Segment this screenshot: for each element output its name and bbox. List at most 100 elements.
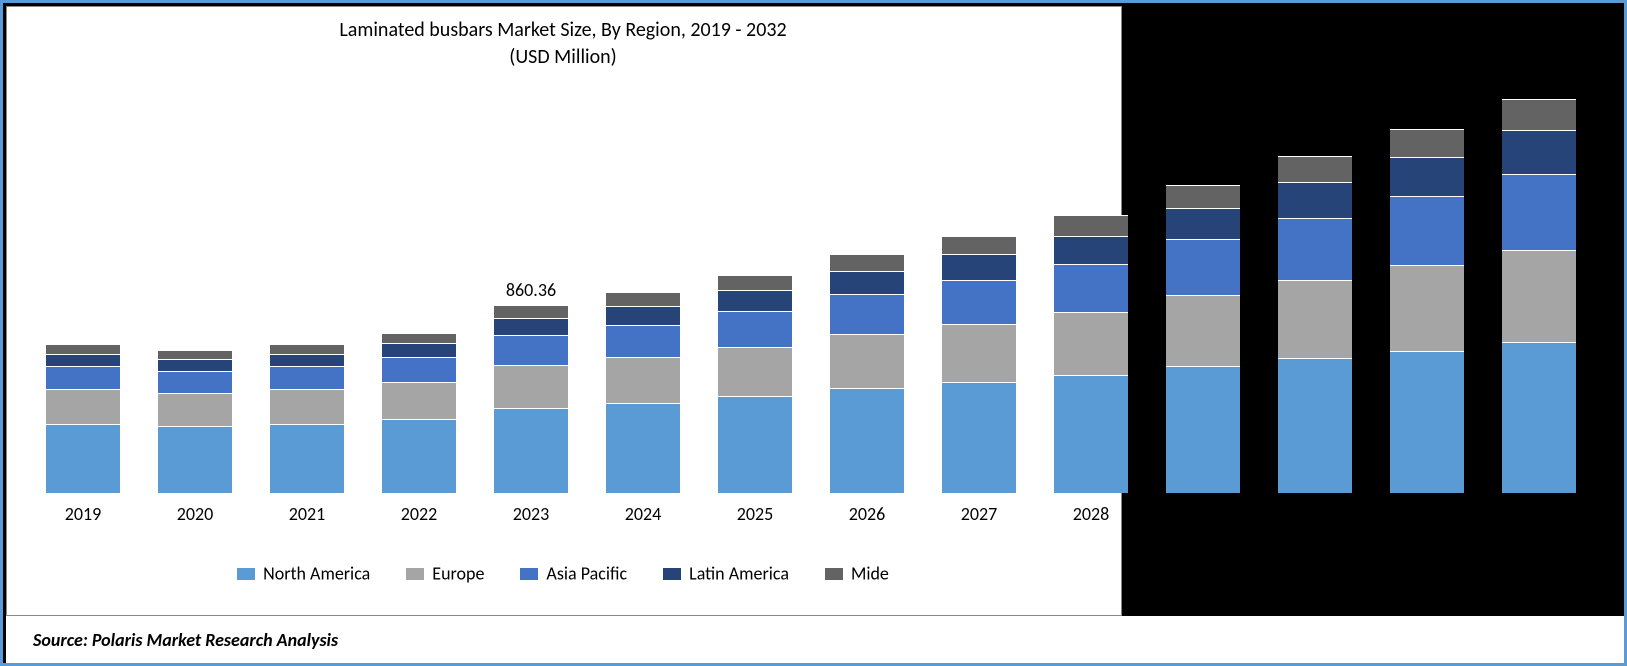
bar-segment: [718, 347, 792, 397]
bar-segment: [1502, 174, 1576, 250]
bar-segment: [1166, 208, 1240, 240]
bar-segment: [270, 424, 344, 493]
bar-segment: [382, 419, 456, 493]
source-citation: Source: Polaris Market Research Analysis: [33, 629, 338, 651]
bar-segment: [718, 290, 792, 311]
bar-segment: [1390, 265, 1464, 350]
bar-segment: [1390, 351, 1464, 493]
x-axis-label: 2019: [28, 503, 138, 525]
legend-item: Mide: [825, 561, 889, 585]
bar-segment: [830, 254, 904, 271]
chart-title-line2: (USD Million): [3, 45, 1123, 69]
bar-group: [1502, 99, 1576, 493]
bar-segment: [1054, 312, 1128, 375]
bar-group: [606, 292, 680, 493]
bar-segment: [158, 359, 232, 371]
bar-segment: [1166, 185, 1240, 208]
legend-swatch: [520, 568, 538, 580]
bar-segment: [494, 305, 568, 318]
bar-group: [1166, 185, 1240, 493]
bar-segment: [606, 403, 680, 493]
bar-segment: [830, 271, 904, 294]
bar-segment: [46, 389, 120, 424]
bar-group: [1390, 129, 1464, 493]
bar-segment: [1166, 295, 1240, 366]
bar-segment: [46, 424, 120, 493]
bar-segment: [382, 333, 456, 343]
bar-data-label: 860.36: [481, 279, 581, 301]
bar-segment: [1054, 264, 1128, 312]
legend-label: Latin America: [689, 563, 789, 585]
bar-segment: [494, 365, 568, 408]
bar-segment: [1390, 196, 1464, 265]
bar-segment: [494, 318, 568, 335]
bar-segment: [158, 426, 232, 493]
bar-segment: [270, 366, 344, 389]
bar-segment: [382, 343, 456, 357]
chart-title-line1: Laminated busbars Market Size, By Region…: [3, 18, 1123, 42]
bar-segment: [1502, 130, 1576, 173]
bar-segment: [46, 354, 120, 367]
bar-segment: [830, 334, 904, 388]
bar-segment: [46, 344, 120, 353]
bar-segment: [494, 335, 568, 365]
bar-segment: [606, 306, 680, 325]
bar-segment: [830, 294, 904, 334]
bar-group: [382, 333, 456, 493]
legend-item: North America: [237, 561, 370, 585]
bar-group: [46, 344, 120, 493]
bar-segment: [158, 371, 232, 393]
bar-group: [942, 236, 1016, 493]
bar-segment: [270, 344, 344, 353]
bar-segment: [1278, 182, 1352, 218]
bar-segment: [46, 366, 120, 389]
bar-segment: [718, 275, 792, 290]
legend-item: Latin America: [663, 561, 789, 585]
legend-label: North America: [263, 563, 370, 585]
legend-label: Mide: [851, 563, 889, 585]
bar-segment: [942, 236, 1016, 255]
x-axis-label: 2021: [252, 503, 362, 525]
bar-segment: [1390, 129, 1464, 158]
legend: North America Europe Asia Pacific Latin Ame…: [3, 561, 1123, 585]
legend-label: Europe: [432, 563, 484, 585]
x-axis-label: 2026: [812, 503, 922, 525]
bar-segment: [942, 382, 1016, 493]
bar-segment: [382, 382, 456, 419]
legend-swatch: [825, 568, 843, 580]
bar-segment: [1054, 215, 1128, 236]
bar-group: [270, 344, 344, 493]
bar-segment: [1278, 156, 1352, 182]
plot-area: [28, 78, 1603, 493]
bar-segment: [942, 324, 1016, 383]
bar-segment: [1054, 236, 1128, 264]
bar-group: [830, 254, 904, 494]
bar-segment: [270, 354, 344, 367]
x-axis-label: 2027: [924, 503, 1034, 525]
x-axis-label: 2022: [364, 503, 474, 525]
bar-segment: [942, 280, 1016, 324]
legend-item: Europe: [406, 561, 484, 585]
bar-segment: [1278, 280, 1352, 358]
x-axis-label: 2028: [1036, 503, 1146, 525]
bar-segment: [718, 396, 792, 493]
bar-segment: [1502, 99, 1576, 131]
x-axis-label: 2024: [588, 503, 698, 525]
legend-item: Asia Pacific: [520, 561, 627, 585]
legend-swatch: [406, 568, 424, 580]
bar-segment: [1166, 366, 1240, 493]
x-axis-label: 2020: [140, 503, 250, 525]
bar-group: [1054, 215, 1128, 493]
legend-swatch: [237, 568, 255, 580]
bar-segment: [158, 350, 232, 359]
bar-segment: [270, 389, 344, 424]
bar-segment: [606, 357, 680, 403]
bar-segment: [1166, 239, 1240, 294]
bar-group: [1278, 156, 1352, 493]
bar-segment: [382, 357, 456, 382]
bar-segment: [1054, 375, 1128, 493]
x-axis-label: 2023: [476, 503, 586, 525]
x-axis-label: 2025: [700, 503, 810, 525]
bar-group: [718, 275, 792, 493]
chart-frame: Laminated busbars Market Size, By Region…: [0, 0, 1627, 666]
